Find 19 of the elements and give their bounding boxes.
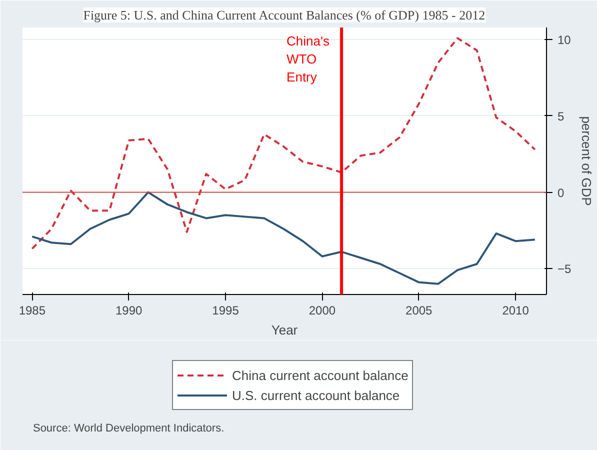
ref-line-label: China's WTO Entry (286, 34, 330, 84)
x-tick-label: 2000 (308, 304, 336, 318)
x-tick-label: 2010 (502, 304, 530, 318)
x-tick-label: 1990 (116, 304, 143, 318)
line-series (31, 37, 536, 250)
line-series (31, 191, 536, 285)
source-note: Source: World Development Indicators. (32, 422, 224, 434)
y-tick-label: −5 (558, 262, 572, 276)
legend-label: U.S. current account balance (232, 388, 400, 402)
y-tick-label: 5 (558, 109, 564, 124)
legend-label: China current account balance (232, 368, 408, 382)
x-tick-label: 2005 (406, 304, 433, 318)
y-tick-label: 10 (558, 33, 572, 48)
chart-title: Figure 5: U.S. and China Current Account Balances (% of GDP) 1985 - 2012 (83, 8, 486, 22)
y-axis-title: percent of GDP (579, 116, 594, 206)
x-tick-label: 1995 (212, 304, 240, 318)
y-tick-label: 0 (558, 186, 564, 200)
x-axis-title: Year (271, 322, 298, 338)
x-tick-label: 1985 (18, 304, 46, 318)
